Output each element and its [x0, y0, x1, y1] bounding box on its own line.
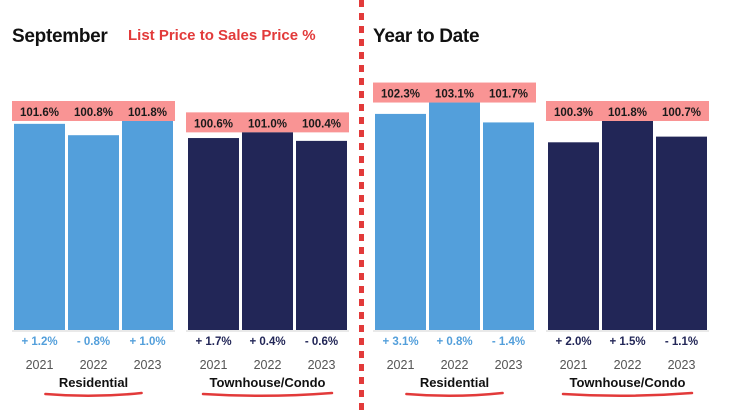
value-label: 101.0% — [248, 118, 287, 130]
series-underline — [201, 391, 334, 398]
bar — [68, 135, 119, 330]
x-tick-label: 2022 — [614, 358, 642, 372]
value-label-band — [186, 112, 349, 133]
september-title: September — [12, 26, 108, 47]
change-label: - 1.4% — [492, 336, 525, 348]
series-underline — [44, 391, 143, 398]
value-label: 101.8% — [608, 107, 647, 119]
x-tick-label: 2021 — [26, 358, 54, 372]
section-divider — [359, 0, 364, 410]
change-label: + 1.7% — [195, 336, 231, 348]
baseline — [546, 330, 709, 332]
value-label-band — [546, 101, 709, 121]
change-label: - 0.6% — [305, 336, 338, 348]
value-label: 100.6% — [194, 118, 233, 130]
bar — [122, 121, 173, 330]
series-underline — [561, 391, 694, 398]
value-label: 101.8% — [128, 107, 167, 119]
series-label: Residential — [420, 375, 489, 390]
change-label: + 1.0% — [129, 336, 165, 348]
series-label: Townhouse/Condo — [209, 375, 325, 390]
value-label: 101.6% — [20, 107, 59, 119]
value-label: 100.4% — [302, 118, 341, 130]
bar — [375, 113, 426, 331]
value-label: 100.7% — [662, 107, 701, 119]
bar — [188, 138, 239, 330]
year-to-date-title: Year to Date — [373, 26, 480, 47]
bar — [548, 142, 599, 330]
bar — [296, 140, 347, 330]
change-label: + 1.2% — [21, 336, 57, 348]
x-tick-label: 2023 — [308, 358, 336, 372]
baseline — [373, 330, 536, 332]
series-label: Residential — [59, 375, 128, 390]
x-tick-label: 2021 — [387, 358, 415, 372]
bar — [656, 136, 707, 330]
value-label-band — [373, 82, 536, 103]
x-tick-label: 2021 — [560, 358, 588, 372]
x-tick-label: 2022 — [80, 358, 108, 372]
bar — [242, 132, 293, 330]
change-label: + 0.4% — [249, 336, 285, 348]
change-label: + 0.8% — [436, 336, 472, 348]
x-tick-label: 2023 — [134, 358, 162, 372]
bar — [14, 123, 65, 330]
change-label: - 1.1% — [665, 336, 698, 348]
baseline — [12, 330, 175, 332]
value-label: 100.8% — [74, 107, 113, 119]
x-tick-label: 2023 — [495, 358, 523, 372]
bar — [602, 121, 653, 330]
value-label: 103.1% — [435, 89, 474, 101]
series-label: Townhouse/Condo — [569, 375, 685, 390]
x-tick-label: 2021 — [200, 358, 228, 372]
x-tick-label: 2022 — [441, 358, 469, 372]
value-label-band — [12, 101, 175, 121]
change-label: + 1.5% — [609, 336, 645, 348]
value-label: 100.3% — [554, 107, 593, 119]
change-label: + 3.1% — [382, 336, 418, 348]
change-label: + 2.0% — [555, 336, 591, 348]
x-tick-label: 2023 — [668, 358, 696, 372]
x-tick-label: 2022 — [254, 358, 282, 372]
chart-subtitle: List Price to Sales Price % — [128, 27, 316, 44]
series-underline — [405, 391, 504, 398]
value-label: 101.7% — [489, 89, 528, 101]
baseline — [186, 330, 349, 332]
value-label: 102.3% — [381, 89, 420, 101]
bar — [483, 122, 534, 330]
bar — [429, 102, 480, 330]
change-label: - 0.8% — [77, 336, 110, 348]
